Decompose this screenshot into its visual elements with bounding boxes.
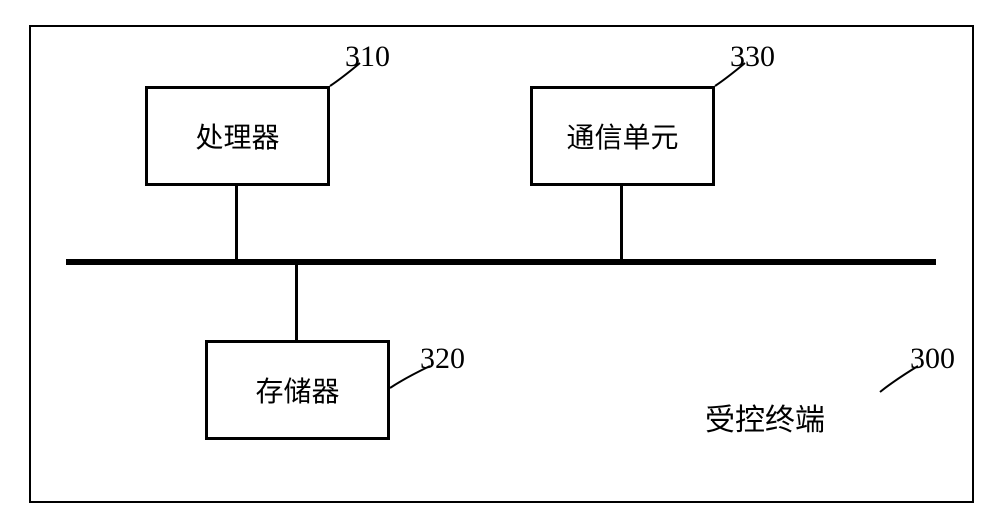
terminal-leader	[0, 0, 1000, 525]
terminal-ref: 300	[910, 342, 955, 376]
diagram-canvas: 处理器 310 通信单元 330 存储器 320 受控终端 300	[0, 0, 1000, 525]
